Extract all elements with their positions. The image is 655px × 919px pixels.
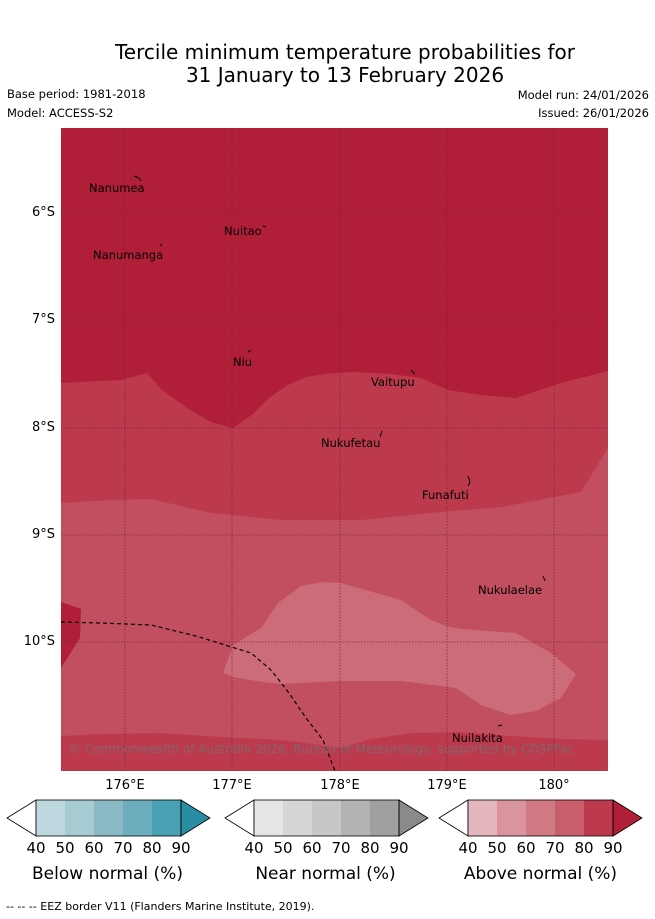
near-normal-title: Near normal (%) (255, 864, 396, 884)
below-colorbar-segment (152, 800, 181, 836)
island-marks (133, 175, 546, 727)
near-colorbar-segment (312, 800, 341, 836)
above-colorbar-over (612, 799, 643, 837)
place-nuitao: Nuitao (224, 224, 262, 238)
near-colorbar-over (398, 799, 429, 837)
below-colorbar-segment (123, 800, 152, 836)
below-colorbar-under (6, 799, 37, 837)
model-name: Model: ACCESS-S2 (7, 106, 114, 120)
above-tick-80: 80 (574, 839, 594, 857)
title-line-1: Tercile minimum temperature probabilitie… (114, 40, 576, 64)
below-tick-50: 50 (55, 839, 75, 857)
lon-label-177e: 177°E (212, 778, 252, 793)
above-normal-title: Above normal (%) (463, 864, 618, 884)
copyright-notice: © Commonwealth of Australia 2026, Bureau… (69, 742, 574, 756)
below-colorbar-segment (94, 800, 123, 836)
lon-label-178e: 178°E (320, 778, 360, 793)
place-funafuti: Funafuti (422, 488, 469, 502)
near-tick-90: 90 (389, 839, 409, 857)
below-normal-title: Below normal (%) (32, 864, 183, 884)
near-colorbar-segment (370, 800, 399, 836)
place-niu: Niu (233, 355, 252, 369)
region-above-90 (61, 128, 608, 428)
place-nanumea: Nanumea (89, 181, 145, 195)
near-colorbar-outline (253, 799, 400, 837)
below-tick-70: 70 (113, 839, 133, 857)
below-tick-80: 80 (142, 839, 162, 857)
lat-label-8s: 8°S (31, 420, 55, 435)
place-vaitupu: Vaitupu (371, 375, 415, 389)
above-colorbar-segment (555, 800, 584, 836)
above-tick-60: 60 (516, 839, 536, 857)
region-above-80-south (61, 732, 608, 771)
lat-label-9s: 9°S (31, 527, 55, 542)
near-colorbar-segment (341, 800, 370, 836)
above-colorbar-under (438, 799, 469, 837)
above-tick-40: 40 (458, 839, 478, 857)
eez-border-note: -- -- -- EEZ border V11 (Flanders Marine… (6, 900, 315, 913)
below-tick-90: 90 (171, 839, 191, 857)
probability-map: Nanumea Nuitao Nanumanga Niu Vaitupu Nuk… (61, 128, 608, 771)
title-line-2: 31 January to 13 February 2026 (185, 63, 505, 87)
place-nanumanga: Nanumanga (93, 248, 163, 262)
near-tick-50: 50 (273, 839, 293, 857)
near-colorbar-under (224, 799, 255, 837)
place-nuilakita: Nuilakita (452, 731, 503, 745)
eez-border-line (61, 621, 336, 771)
above-tick-90: 90 (603, 839, 623, 857)
region-above-60 (223, 582, 576, 715)
above-colorbar-segment (468, 800, 497, 836)
lon-label-180: 180° (538, 778, 570, 793)
lat-label-6s: 6°S (31, 205, 55, 220)
colorbar-legend (6, 799, 643, 837)
issued-date: Issued: 26/01/2026 (538, 106, 649, 120)
below-colorbar-segment (36, 800, 65, 836)
above-tick-70: 70 (545, 839, 565, 857)
region-above-90-west (61, 602, 81, 668)
near-colorbar-segment (254, 800, 283, 836)
lon-label-179e: 179°E (427, 778, 467, 793)
above-tick-50: 50 (487, 839, 507, 857)
near-colorbar-segment (283, 800, 312, 836)
above-colorbar-segment (526, 800, 555, 836)
graticule (61, 128, 608, 771)
near-tick-40: 40 (244, 839, 264, 857)
lon-label-176e: 176°E (105, 778, 145, 793)
below-tick-40: 40 (26, 839, 46, 857)
below-colorbar-segment (65, 800, 94, 836)
near-tick-70: 70 (331, 839, 351, 857)
below-colorbar-over (180, 799, 211, 837)
below-colorbar-outline (35, 799, 182, 837)
lat-label-10s: 10°S (23, 634, 55, 649)
model-run-date: Model run: 24/01/2026 (517, 88, 649, 102)
near-tick-80: 80 (360, 839, 380, 857)
lat-label-7s: 7°S (31, 312, 55, 327)
above-colorbar-segment (584, 800, 613, 836)
above-colorbar-segment (497, 800, 526, 836)
near-tick-60: 60 (302, 839, 322, 857)
below-tick-60: 60 (84, 839, 104, 857)
base-period: Base period: 1981-2018 (7, 87, 146, 101)
place-nukulaelae: Nukulaelae (478, 583, 542, 597)
place-nukufetau: Nukufetau (321, 436, 380, 450)
above-colorbar-outline (467, 799, 614, 837)
